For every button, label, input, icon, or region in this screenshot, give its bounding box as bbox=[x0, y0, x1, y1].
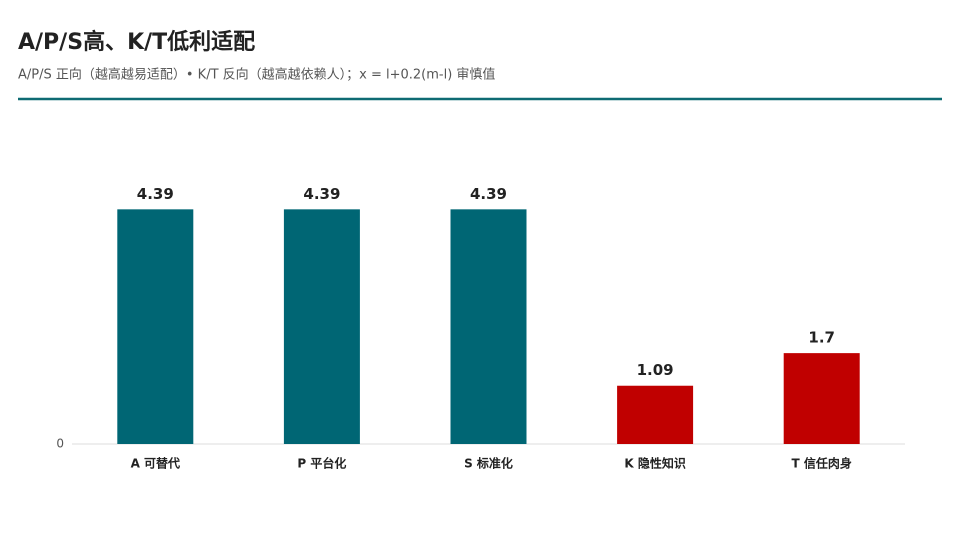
x-tick-label: S 标准化 bbox=[464, 456, 513, 471]
x-tick-label: K 隐性知识 bbox=[624, 456, 685, 471]
bar bbox=[783, 353, 860, 444]
x-tick-label: P 平台化 bbox=[297, 456, 346, 471]
data-label: 4.39 bbox=[137, 185, 174, 203]
data-label: 1.7 bbox=[808, 329, 835, 347]
y-tick-label: 0 bbox=[56, 437, 64, 451]
bar bbox=[617, 385, 694, 444]
bar bbox=[117, 209, 194, 444]
bar bbox=[450, 209, 527, 444]
data-label: 4.39 bbox=[470, 185, 507, 203]
bar bbox=[283, 209, 360, 444]
x-tick-label: T 信任肉身 bbox=[792, 456, 852, 471]
data-label: 1.09 bbox=[637, 361, 674, 379]
x-tick-label: A 可替代 bbox=[131, 456, 180, 471]
chart-subtitle: A/P/S 正向（越高越易适配）• K/T 反向（越高越依赖人）；x = l+0… bbox=[18, 67, 495, 83]
data-label: 4.39 bbox=[303, 185, 340, 203]
chart-title: A/P/S高、K/T低利适配 bbox=[18, 29, 255, 55]
